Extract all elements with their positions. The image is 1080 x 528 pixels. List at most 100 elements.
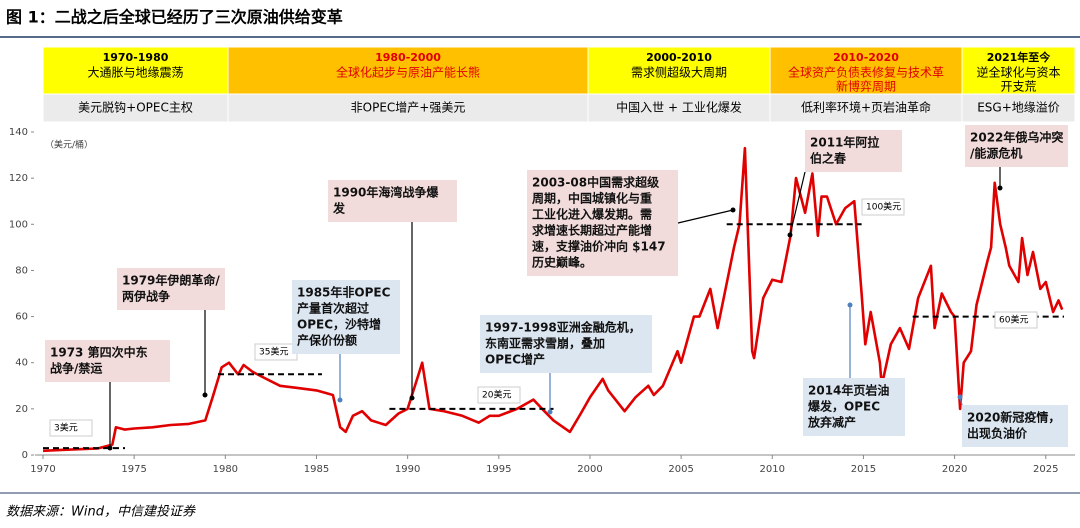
annotation-text: 历史巅峰。 xyxy=(532,255,592,270)
annotation-box xyxy=(45,340,170,382)
annotation-text: 2022年俄乌冲突 xyxy=(970,130,1063,145)
x-tick-label: 2000 xyxy=(577,464,602,475)
annotation-box xyxy=(805,130,902,172)
y-tick-label: 0 xyxy=(22,450,28,461)
period-band xyxy=(227,46,589,95)
period-band xyxy=(42,46,229,95)
source: 数据来源：Wind，中信建投证券 xyxy=(6,505,196,520)
period-theme: 大通胀与地缘震荡 xyxy=(87,66,183,80)
annotation-box xyxy=(527,170,678,276)
period-band xyxy=(769,46,963,95)
annotation-arrow xyxy=(789,171,806,236)
annotation-text: 东南亚需求雪崩，叠加 xyxy=(485,336,605,351)
annotation-box xyxy=(328,180,457,222)
y-tick-label: 40 xyxy=(15,358,28,369)
period-theme: 需求侧超级大周期 xyxy=(631,65,727,80)
annotation-arrow-head xyxy=(547,409,553,415)
y-tick-label: 60 xyxy=(15,312,28,323)
period-driver: 非OPEC增产+强美元 xyxy=(351,101,466,115)
annotation-text: 1979年伊朗革命/ xyxy=(122,273,220,288)
chart-title: 图 1：二战之后全球已经历了三次原油供给变革 xyxy=(6,8,343,27)
y-tick-label: 100 xyxy=(9,219,28,230)
driver-band xyxy=(227,93,589,123)
price-line xyxy=(42,146,1064,453)
annotation-text: 伯之春 xyxy=(810,151,847,166)
x-tick-label: 2015 xyxy=(851,464,876,475)
x-tick-label: 1985 xyxy=(304,464,329,475)
annotation-text: 速，支撑油价冲向 $147 xyxy=(532,239,666,254)
y-tick-label: 140 xyxy=(9,127,28,138)
reference-label: 60美元 xyxy=(999,314,1028,326)
period-years: 2010-2020 xyxy=(833,51,899,64)
period-theme: 逆全球化与资本 xyxy=(976,65,1060,80)
annotation-text: 放弃减产 xyxy=(807,415,856,430)
period-theme: 全球化起步与原油产能长熊 xyxy=(336,65,480,80)
annotation-text: 1990年海湾战争爆 xyxy=(333,185,439,200)
y-axis-label: （美元/桶） xyxy=(45,139,93,151)
y-tick-label: 80 xyxy=(15,265,28,276)
annotation-box xyxy=(962,405,1068,447)
annotation-text: 战争/禁运 xyxy=(50,361,102,376)
period-driver: 中国入世 + 工业化爆发 xyxy=(616,100,742,115)
x-tick-label: 1980 xyxy=(213,464,238,475)
annotation-text: 2003-08中国需求超级 xyxy=(532,175,659,190)
annotation-text: 产保价份额 xyxy=(297,333,357,348)
annotation-arrow-head xyxy=(730,207,736,213)
annotation-arrow-head xyxy=(787,232,793,238)
period-years: 1980-2000 xyxy=(375,51,441,64)
annotation-box xyxy=(480,315,652,373)
annotation-text: 1985年非OPEC xyxy=(297,285,391,300)
annotation-text: 2011年阿拉 xyxy=(810,135,879,150)
annotation-arrow-head xyxy=(107,445,113,451)
annotation-text: 两伊战争 xyxy=(122,289,170,304)
annotation-arrow-head xyxy=(202,392,208,398)
annotation-arrow xyxy=(677,209,734,224)
period-years: 2000-2010 xyxy=(646,51,712,64)
annotation-box xyxy=(292,280,400,354)
x-tick-label: 1990 xyxy=(395,464,420,475)
annotation-box xyxy=(803,378,905,436)
annotation-text: OPEC增产 xyxy=(485,352,545,367)
annotation-text: 2014年页岩油 xyxy=(808,383,889,398)
annotation-arrow-head xyxy=(997,185,1003,191)
annotation-box xyxy=(965,125,1068,167)
annotation-box xyxy=(117,268,225,310)
annotation-text: 发 xyxy=(332,201,346,216)
period-theme: 新博弈周期 xyxy=(836,79,896,94)
annotation-arrow-head xyxy=(337,397,343,403)
period-driver: 低利率环境+页岩油革命 xyxy=(801,100,931,115)
x-tick-label: 1975 xyxy=(121,464,146,475)
annotation-text: 出现负油价 xyxy=(967,426,1028,441)
period-driver: ESG+地缘溢价 xyxy=(977,101,1060,115)
y-tick-label: 20 xyxy=(15,404,28,415)
annotation-text: /能源危机 xyxy=(970,146,1022,161)
annotation-text: 2020新冠疫情， xyxy=(967,410,1060,425)
annotation-text: 周期，中国城镇化与重 xyxy=(532,191,652,206)
driver-band xyxy=(587,93,771,123)
reference-label: 20美元 xyxy=(482,389,511,401)
annotation-text: 求增速长期超过产能增 xyxy=(532,223,652,238)
period-years: 1970-1980 xyxy=(103,51,169,64)
annotation-text: OPEC，沙特增 xyxy=(297,317,381,332)
reference-label-box xyxy=(49,419,93,437)
annotation-text: 工业化进入爆发期。需 xyxy=(532,207,652,222)
reference-label-box xyxy=(477,386,521,404)
annotation-arrow-head xyxy=(409,395,415,401)
annotation-text: 1997-1998亚洲金融危机， xyxy=(485,320,641,335)
period-theme: 开支荒 xyxy=(1000,80,1036,94)
annotation-text: 产量首次超过 xyxy=(297,301,369,316)
annotation-arrow-head xyxy=(957,394,963,400)
period-years: 2021年至今 xyxy=(987,50,1052,64)
annotation-text: 爆发，OPEC xyxy=(808,399,880,414)
driver-band xyxy=(42,93,229,123)
reference-label-box xyxy=(994,311,1038,329)
x-tick-label: 2025 xyxy=(1033,464,1058,475)
driver-band xyxy=(961,93,1076,123)
period-driver: 美元脱钩+OPEC主权 xyxy=(78,100,193,115)
reference-label: 100美元 xyxy=(866,201,901,213)
driver-band xyxy=(769,93,963,123)
x-tick-label: 2005 xyxy=(668,464,693,475)
reference-label-box xyxy=(861,198,905,216)
